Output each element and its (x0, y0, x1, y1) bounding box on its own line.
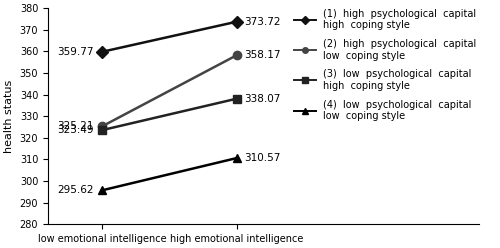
Text: 323.49: 323.49 (57, 125, 94, 135)
Text: 338.07: 338.07 (244, 94, 281, 104)
Text: 325.21: 325.21 (57, 122, 94, 131)
Text: 295.62: 295.62 (57, 186, 94, 195)
Y-axis label: health status: health status (4, 80, 14, 153)
Text: 359.77: 359.77 (57, 47, 94, 57)
Text: 310.57: 310.57 (244, 153, 281, 163)
Text: 358.17: 358.17 (244, 50, 281, 60)
Legend: (1)  high  psychological  capital
high  coping style, (2)  high  psychological  : (1) high psychological capital high copi… (294, 9, 476, 121)
Text: 373.72: 373.72 (244, 17, 281, 27)
